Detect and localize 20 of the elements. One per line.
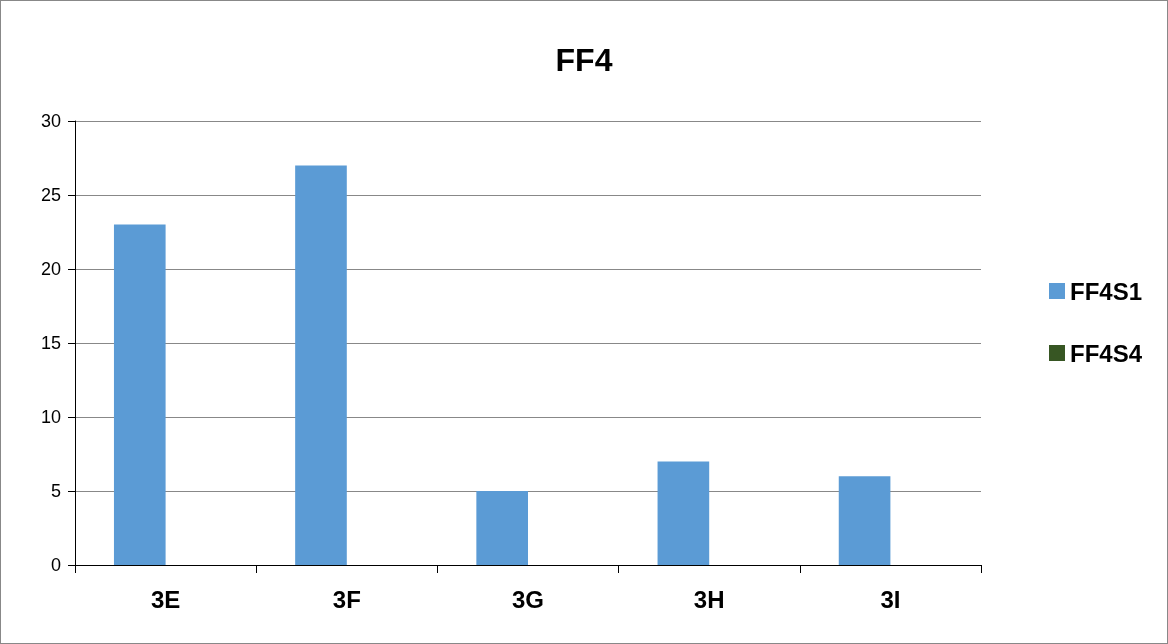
bar (113, 224, 166, 565)
chart-title: FF4 (555, 42, 613, 78)
y-tick-label: 25 (40, 185, 61, 205)
x-tick-label: 3H (693, 585, 725, 613)
bar (657, 461, 710, 565)
bar (476, 491, 528, 565)
bar (295, 165, 347, 565)
y-tick-label: 20 (40, 259, 61, 279)
y-tick-label: 10 (40, 407, 61, 427)
x-tick-label: 3G (511, 585, 545, 613)
y-tick-label: 15 (40, 333, 61, 353)
y-tick-label: 5 (50, 481, 61, 501)
x-tick-label: 3E (150, 585, 181, 613)
y-tick-label: 30 (40, 111, 61, 131)
legend-label: FF4S4 (1069, 339, 1143, 367)
legend-label: FF4S1 (1069, 277, 1143, 305)
y-tick-label: 0 (50, 555, 61, 575)
bar (838, 476, 891, 565)
x-tick-label: 3F (332, 585, 361, 613)
x-tick-label: 3I (880, 585, 901, 613)
